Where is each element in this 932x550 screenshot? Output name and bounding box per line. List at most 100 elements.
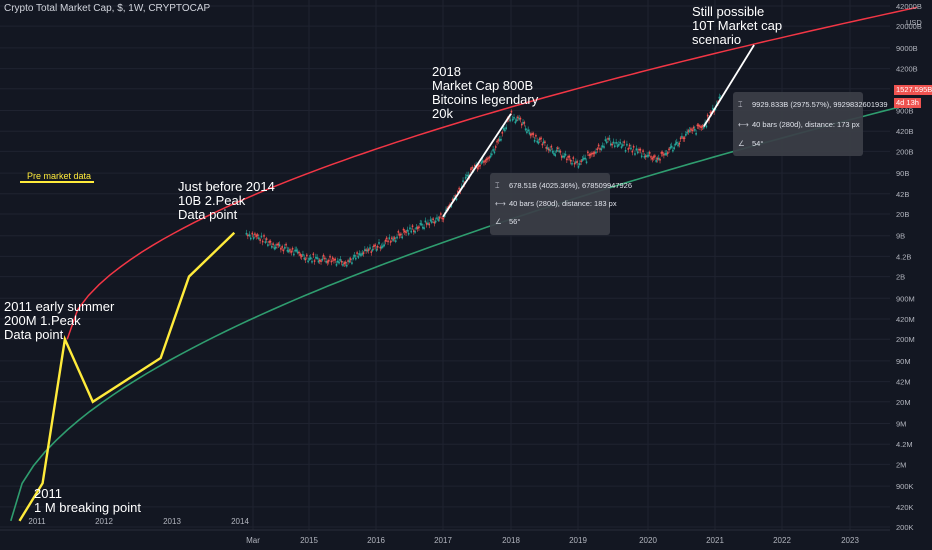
x-tick-label: 2022 — [773, 536, 791, 545]
candle-body — [545, 147, 548, 149]
candle-body — [260, 235, 263, 238]
candle-body — [256, 234, 259, 237]
chart-header-title: Crypto Total Market Cap, $, 1W, CRYPTOCA… — [4, 3, 211, 14]
candle-body — [681, 135, 683, 138]
candle-body — [411, 225, 414, 228]
candle-body — [274, 246, 277, 249]
candle-body — [369, 247, 371, 249]
candle-body — [451, 198, 454, 201]
candle-body — [477, 165, 480, 167]
candle-body — [675, 141, 678, 144]
candle-body — [573, 162, 576, 165]
candle-body — [531, 133, 533, 135]
candle-body — [320, 260, 322, 262]
annotation-just-before-2014: Just before 2014 10B 2.Peak Data point — [178, 179, 275, 222]
angle-icon: ∠ — [495, 217, 502, 226]
candle-body — [267, 244, 269, 246]
candle-body — [380, 246, 383, 249]
candle-body — [344, 261, 347, 264]
candle-body — [251, 232, 254, 235]
candle-body — [329, 255, 331, 258]
candle-body — [457, 191, 459, 193]
candle-body — [603, 146, 605, 148]
candle-body — [248, 234, 251, 237]
candle-body — [577, 166, 580, 168]
candle-body — [644, 155, 647, 158]
candle-body — [289, 249, 291, 251]
candle-body — [500, 138, 502, 141]
candle-body — [438, 217, 441, 219]
candle-body — [505, 127, 508, 129]
candle-body — [592, 152, 595, 155]
candle-body — [609, 143, 612, 146]
candle-body — [567, 156, 569, 158]
candle-body — [271, 245, 273, 248]
candle-body — [286, 249, 289, 252]
candle-body — [396, 236, 398, 239]
candle-body — [557, 147, 559, 150]
candle-body — [315, 256, 317, 259]
candle-body — [403, 230, 406, 233]
candle-body — [307, 260, 309, 263]
candle-body — [480, 161, 483, 164]
angle-icon: ∠ — [738, 139, 745, 148]
candle-body — [352, 257, 355, 260]
candle-body — [559, 150, 562, 153]
y-tick-label: 4200B — [896, 65, 918, 74]
candle-body — [638, 148, 640, 151]
candle-body — [601, 145, 604, 148]
candle-body — [513, 116, 515, 119]
candle-body — [351, 262, 353, 264]
candle-body — [635, 148, 638, 151]
measure-line — [703, 44, 755, 127]
y-tick-label: 42M — [896, 378, 911, 387]
candle-body — [600, 148, 603, 151]
candle-body — [560, 156, 563, 158]
annotation-2011-early-summer: 2011 early summer 200M 1.Peak Data point — [4, 299, 115, 342]
candle-body — [428, 223, 431, 226]
x-tick-label: 2011 — [28, 517, 46, 526]
candle-body — [631, 150, 634, 153]
candle-body — [585, 161, 588, 164]
candle-body — [533, 139, 536, 142]
candle-body — [686, 131, 688, 134]
candle-body — [683, 137, 686, 139]
candle-body — [410, 230, 413, 233]
candle-body — [383, 244, 385, 247]
candle-body — [311, 260, 313, 263]
candle-body — [322, 254, 325, 257]
candle-body — [317, 260, 320, 263]
candle-body — [510, 110, 513, 113]
candle-body — [300, 255, 303, 258]
candle-body — [443, 215, 446, 217]
candle-body — [269, 240, 272, 243]
candle-body — [696, 124, 699, 127]
candle-body — [502, 128, 505, 130]
candle-body — [558, 150, 560, 153]
measure-line — [442, 113, 512, 218]
x-tick-label: Mar — [246, 536, 260, 545]
candle-body — [306, 254, 308, 257]
candle-body — [664, 153, 666, 155]
candle-body — [378, 242, 380, 244]
candle-body — [415, 227, 418, 229]
candle-body — [622, 144, 624, 146]
candle-body — [485, 158, 488, 161]
candle-body — [427, 222, 429, 225]
candle-body — [476, 167, 479, 169]
candle-body — [619, 141, 621, 144]
candle-body — [615, 141, 617, 144]
candle-body — [697, 124, 700, 127]
candle-body — [299, 254, 302, 256]
candle-body — [388, 237, 391, 240]
candle-body — [555, 150, 558, 152]
candle-body — [355, 257, 357, 260]
candle-body — [364, 249, 366, 251]
candle-body — [290, 251, 293, 253]
candle-body — [313, 260, 316, 262]
candle-body — [302, 254, 304, 256]
candle-body — [597, 144, 600, 147]
candle-body — [514, 121, 517, 124]
candle-body — [420, 223, 423, 226]
candle-body — [642, 150, 644, 152]
